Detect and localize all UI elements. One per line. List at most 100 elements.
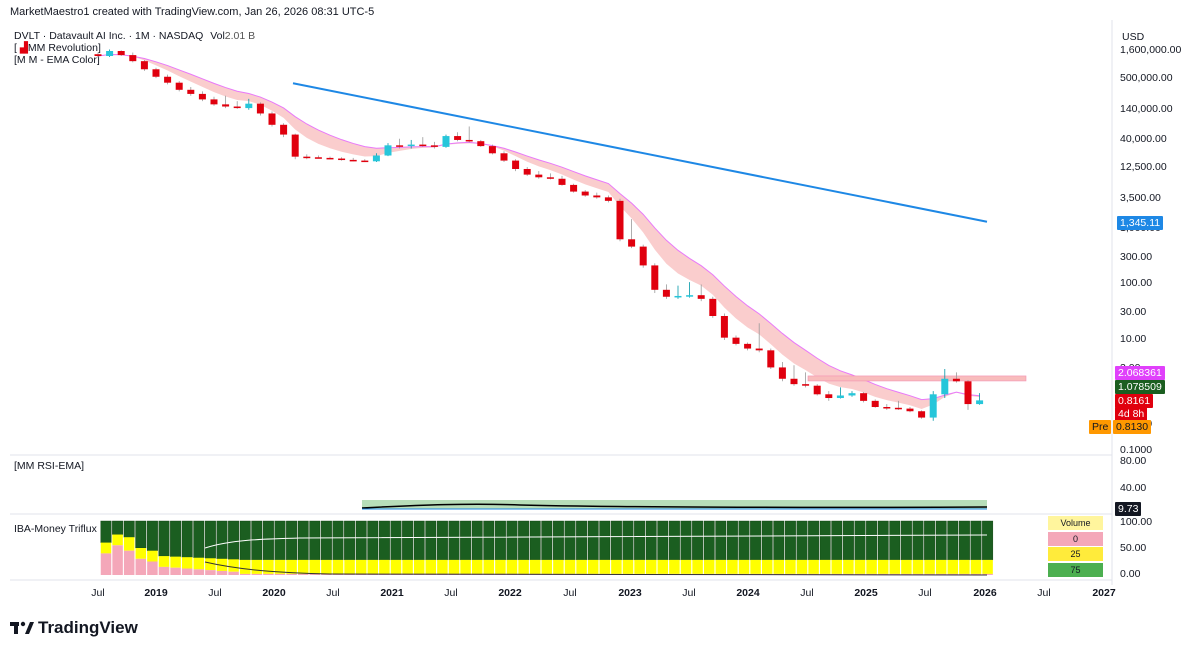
mf-yellow-seg: [135, 548, 147, 559]
mf-yellow-seg: [309, 559, 321, 574]
money-flux-column: [750, 520, 762, 575]
candle-body: [558, 178, 566, 185]
mf-green-seg: [842, 520, 854, 561]
ema-long: [292, 82, 988, 223]
mf-green-seg: [494, 520, 506, 561]
candle: [546, 173, 554, 180]
candle: [744, 342, 752, 351]
ema-long-line: [292, 82, 988, 223]
money-flux-column: [761, 520, 773, 575]
candle-body: [709, 298, 717, 317]
mf-yellow-seg: [785, 559, 796, 574]
candle-body: [210, 99, 218, 105]
volume-table: Volume 0 25 75: [1048, 516, 1103, 578]
candle-body: [117, 51, 125, 56]
candle-body: [129, 55, 137, 62]
candle: [604, 195, 612, 203]
mf-yellow-seg: [529, 559, 541, 574]
candle-body: [140, 61, 148, 70]
mf-yellow-seg: [332, 559, 344, 574]
money-flux-column: [900, 520, 912, 575]
candle: [860, 392, 868, 403]
mf-green-seg: [146, 520, 158, 551]
money-flux-column: [274, 520, 286, 575]
money-flux-column: [158, 520, 170, 575]
candle-body: [198, 93, 206, 100]
chart-canvas[interactable]: [0, 0, 1200, 600]
rsi-panel: [361, 500, 988, 510]
time-axis-label: 2021: [380, 587, 404, 599]
money-flux-column: [483, 520, 495, 575]
mf-green-seg: [761, 520, 773, 561]
mf-green-seg: [610, 520, 622, 561]
candle-body: [860, 393, 868, 401]
mf-green-seg: [332, 520, 344, 561]
mf-green-seg: [622, 520, 634, 561]
rsi-label-text: MM RSI-EMA: [16, 460, 82, 472]
candle: [628, 219, 636, 249]
mf-yellow-seg: [297, 559, 309, 574]
indicator-legend-mm-revolution[interactable]: [ ▟MM Revolution]: [14, 42, 101, 54]
price-axis-label: 3,500.00: [1120, 191, 1161, 204]
candle: [697, 284, 705, 302]
candle: [802, 372, 810, 388]
brand-name: TradingView: [38, 618, 138, 637]
candle: [523, 167, 531, 176]
money-flux-column: [344, 520, 356, 575]
indicator-name: M M - EMA Color: [16, 54, 97, 66]
candle-body: [964, 381, 972, 405]
indicator-legend-ema-color[interactable]: [M M - EMA Color]: [14, 54, 100, 66]
candle-body: [639, 246, 647, 266]
mf-green-seg: [436, 520, 448, 561]
mf-green-seg: [866, 520, 878, 561]
money-flux-column: [112, 520, 124, 575]
mf-green-seg: [100, 520, 112, 543]
candle: [117, 50, 125, 57]
last-price-tag: 0.8161: [1115, 394, 1154, 408]
price-axis-label: 1,600,000.00: [1120, 44, 1182, 56]
candle-body: [372, 155, 380, 162]
money-flux-column: [146, 520, 158, 575]
candle-body: [349, 159, 357, 162]
time-axis-label: Jul: [1037, 587, 1051, 599]
rsi-band: [362, 500, 987, 509]
mf-yellow-seg: [959, 559, 970, 574]
mf-green-seg: [587, 520, 599, 561]
green-price-tag: 1.078509: [1115, 380, 1165, 394]
candle: [686, 282, 694, 298]
mf-yellow-seg: [924, 559, 935, 574]
money-flux-column: [842, 520, 854, 575]
candle: [906, 407, 914, 413]
candle-body: [755, 348, 763, 351]
mf-green-seg: [413, 520, 425, 561]
mf-green-seg: [204, 520, 216, 559]
candle-body: [686, 295, 694, 297]
mf-yellow-seg: [796, 559, 808, 574]
mf-green-seg: [912, 520, 924, 561]
tradingview-logo[interactable]: TradingView: [10, 618, 138, 638]
volume-row-0: 0: [1048, 531, 1103, 546]
mf-green-seg: [750, 520, 762, 561]
vol-label: Vol: [210, 30, 225, 42]
money-flux-column: [924, 520, 936, 575]
mf-green-seg: [877, 520, 889, 561]
money-flux-column: [413, 520, 425, 575]
money-flux-column: [181, 520, 193, 575]
candle-body: [732, 337, 740, 344]
mf-green-seg: [123, 520, 135, 538]
mf-yellow-seg: [239, 559, 251, 574]
mf-pink-seg: [286, 573, 297, 575]
mf-pink-seg: [228, 571, 239, 575]
mf-green-seg: [286, 520, 298, 561]
money-flux-column: [622, 520, 634, 575]
volume-row-25: 25: [1048, 547, 1103, 561]
candle-body: [488, 146, 496, 154]
candle-body: [523, 168, 531, 175]
mf-yellow-seg: [576, 559, 587, 574]
candle: [674, 285, 682, 299]
candle: [210, 96, 218, 106]
symbol-legend[interactable]: DVLT · Datavault AI Inc. · 1M · NASDAQ V…: [14, 30, 255, 42]
money-flux-column: [367, 520, 379, 575]
mf-green-seg: [518, 520, 530, 561]
candle: [709, 296, 717, 318]
